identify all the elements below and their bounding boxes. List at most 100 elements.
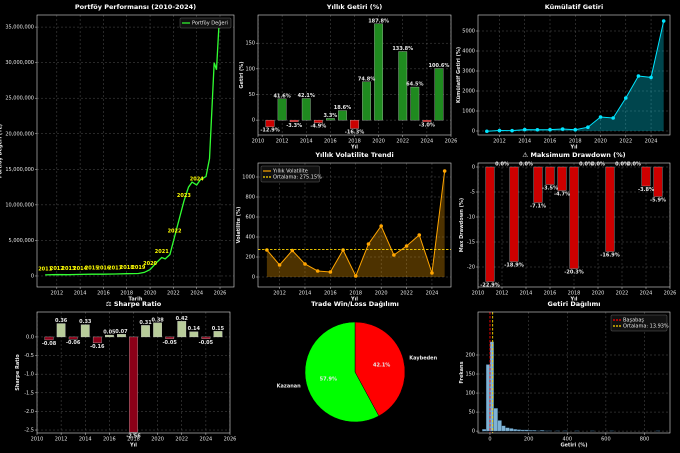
value-label: -0.08: [42, 341, 57, 347]
pie-label: Kazanan: [277, 383, 301, 389]
x-tick-label: 2022: [619, 139, 632, 145]
bar: [56, 323, 66, 338]
x-tick-label: 2014: [299, 291, 312, 297]
x-tick-label: 2016: [103, 437, 116, 443]
bar: [301, 98, 311, 121]
bar: [605, 166, 615, 252]
marker: [598, 115, 603, 119]
x-tick-label: 2022: [167, 291, 180, 297]
chart-title: ⚠ Maksimum Drawdown (%): [522, 151, 625, 159]
x-axis-label: Yıl: [350, 145, 358, 151]
y-axis-label: Portföy Değeri (TL): [0, 124, 4, 178]
x-tick-label: 2014: [520, 291, 533, 297]
value-label: 0.0%: [591, 162, 605, 168]
histogram-bar: [532, 430, 537, 432]
x-tick-label: 2018: [349, 291, 362, 297]
bar: [165, 336, 175, 339]
plot: [258, 15, 451, 135]
y-tick-label: 800: [245, 195, 255, 201]
value-label: -18.9%: [504, 263, 523, 269]
annotation: 2013: [62, 266, 76, 272]
y-axis-label: Sharpe Ratio: [15, 354, 21, 391]
histogram-bar: [516, 429, 522, 432]
bar: [105, 334, 114, 338]
y-tick-label: 4000: [462, 49, 475, 55]
bar: [374, 23, 383, 121]
value-label: -2.56: [126, 433, 141, 439]
histogram-bar: [513, 429, 518, 432]
x-tick-label: 2016: [324, 139, 337, 145]
x-tick-label: 2024: [190, 291, 203, 297]
y-tick-label: 150: [465, 372, 475, 378]
bar: [44, 336, 54, 341]
marker: [586, 125, 590, 130]
x-tick-label: 2022: [400, 291, 413, 297]
bar: [117, 334, 126, 338]
y-tick-label: -10: [467, 215, 475, 221]
x-tick-label: 2012: [273, 291, 286, 297]
x-tick-label: 600: [601, 437, 611, 443]
x-tick-label: 2016: [324, 291, 337, 297]
plot-frame: [477, 14, 671, 136]
histogram-bar: [505, 427, 510, 432]
x-tick-label: 2026: [224, 437, 237, 443]
legend-box: [610, 314, 668, 332]
bar: [129, 336, 138, 433]
x-tick-label: 2018: [569, 139, 582, 145]
value-label: 0.38: [151, 317, 164, 323]
legend-label: Portföy Değeri: [192, 20, 228, 27]
x-tick-label: 2022: [396, 139, 409, 145]
marker: [353, 274, 358, 278]
x-tick-label: 2026: [214, 291, 227, 297]
marker: [623, 96, 628, 100]
bar: [213, 331, 223, 338]
histogram-bar: [493, 408, 498, 432]
plot-frame: [257, 162, 452, 288]
histogram-bar: [520, 429, 525, 432]
y-tick-label: 30,000,000: [5, 60, 34, 66]
x-tick-label: 2016: [97, 291, 110, 297]
bar: [569, 166, 579, 269]
x-tick-label: 2010: [472, 291, 485, 297]
x-tick-label: 2010: [252, 139, 265, 145]
value-label: 0.14: [188, 326, 201, 332]
marker: [379, 224, 383, 228]
x-tick-label: 0: [488, 437, 491, 443]
value-label: 41.6%: [273, 93, 290, 99]
bar: [362, 81, 371, 121]
x-tick-label: 2024: [645, 139, 658, 145]
marker: [510, 128, 514, 133]
y-tick-label: 400: [245, 235, 255, 241]
y-tick-label: 0: [252, 275, 255, 281]
bar: [265, 119, 275, 127]
area: [266, 171, 445, 277]
bar: [533, 166, 543, 203]
bar: [92, 336, 102, 344]
marker: [315, 269, 320, 273]
y-tick-label: -2.5: [24, 428, 34, 434]
value-label: -3.3%: [286, 123, 302, 129]
x-tick-label: 2020: [144, 291, 157, 297]
annotation: 2015: [85, 266, 99, 272]
x-tick-label: 2014: [74, 291, 87, 297]
x-tick-label: 2012: [55, 437, 68, 443]
y-tick-label: 200: [245, 255, 255, 261]
y-tick-label: 5,000,000: [9, 238, 34, 244]
y-tick-label: 2000: [462, 89, 475, 95]
bar: [410, 86, 420, 121]
value-label: -0.16: [90, 344, 105, 350]
x-tick-label: 2016: [544, 139, 557, 145]
bar: [68, 336, 78, 340]
value-label: 74.8%: [358, 76, 375, 82]
bar: [485, 166, 495, 282]
annotation: 2023: [177, 193, 191, 199]
x-tick-label: 800: [640, 437, 650, 443]
x-tick-label: 2018: [127, 437, 140, 443]
value-label: -4.7%: [554, 192, 570, 198]
x-tick-label: 2020: [375, 291, 388, 297]
y-tick-label: -20: [467, 265, 475, 271]
value-label: -20.3%: [564, 270, 583, 276]
value-label: 133.8%: [392, 46, 413, 52]
value-label: 187.8%: [368, 18, 389, 24]
